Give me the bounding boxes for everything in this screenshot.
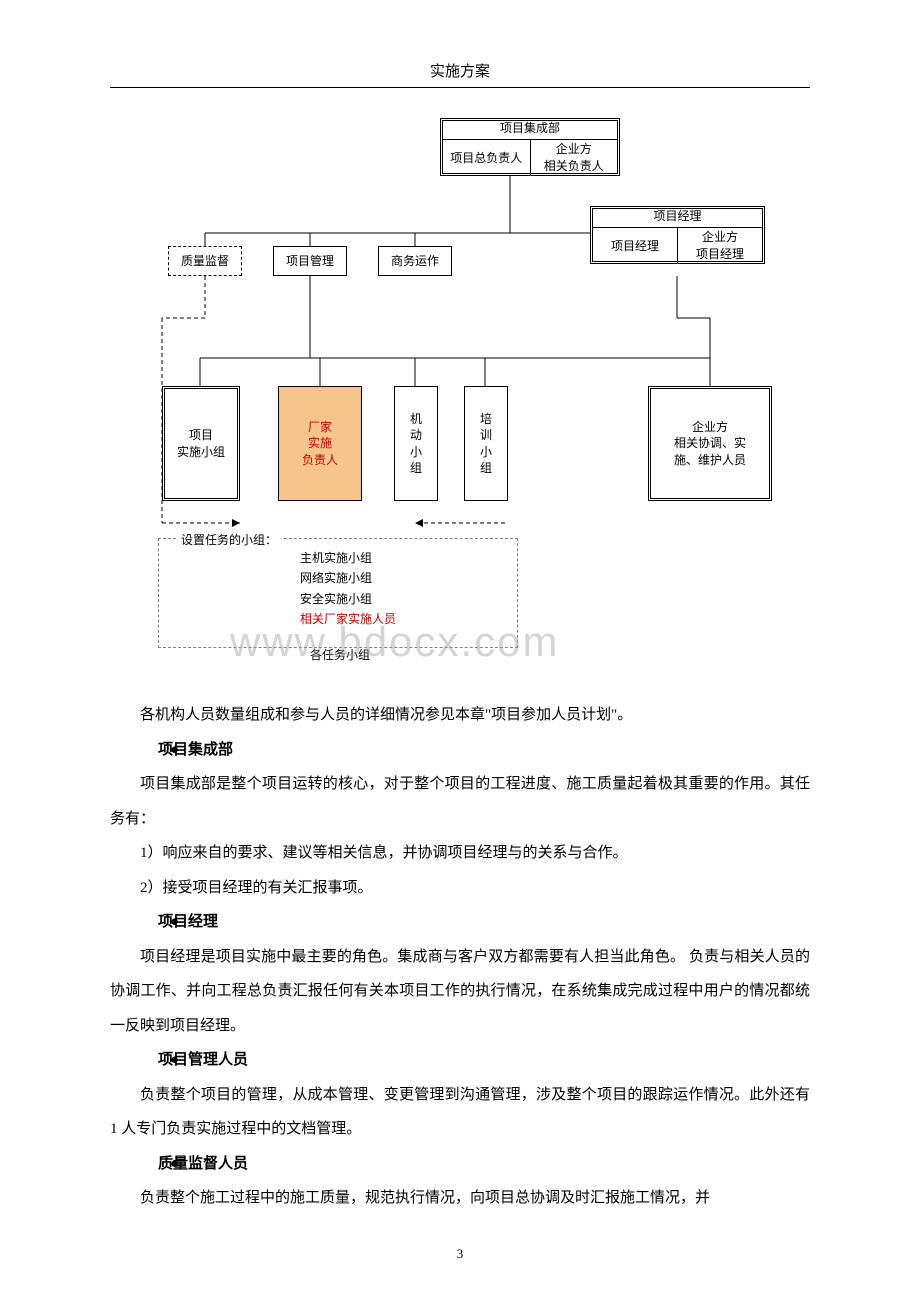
section-title: 项目经理 (158, 914, 218, 930)
section-title: 项目管理人员 (158, 1052, 248, 1068)
node-business-operation: 商务运作 (378, 246, 452, 276)
section-title: 质量监督人员 (158, 1156, 248, 1172)
subgroup-item: 主机实施小组 (300, 548, 396, 568)
node-project-management: 项目管理 (273, 246, 347, 276)
subgroup-item: 安全实施小组 (300, 589, 396, 609)
page: 实施方案 (0, 0, 920, 1302)
section-heading: ●项目集成部 (110, 733, 810, 768)
node-vendor-lead: 厂家 实施 负责人 (278, 386, 362, 501)
subgroup-item-vendor: 相关厂家实施人员 (300, 609, 396, 629)
document-body: 各机构人员数量组成和参与人员的详细情况参见本章"项目参加人员计划"。 ●项目集成… (110, 698, 810, 1216)
page-header-title: 实施方案 (110, 60, 810, 81)
paragraph: 项目经理是项目实施中最主要的角色。集成商与客户双方都需要有人担当此角色。 负责与… (110, 940, 810, 1044)
node-top-title: 项目集成部 (443, 118, 617, 139)
node-quality-supervision: 质量监督 (168, 246, 242, 276)
paragraph: 负责整个项目的管理，从成本管理、变更管理到沟通管理，涉及整个项目的跟踪运作情况。… (110, 1078, 810, 1147)
section-heading: ●项目管理人员 (110, 1043, 810, 1078)
subgroup-item: 网络实施小组 (300, 568, 396, 588)
subgroup-footer: 各任务小组 (310, 646, 370, 663)
node-pm-left: 项目经理 (593, 228, 678, 264)
node-vendor-lead-text: 厂家 实施 负责人 (302, 419, 338, 468)
paragraph: 2）接受项目经理的有关汇报事项。 (110, 871, 810, 906)
node-top-right: 企业方 相关负责人 (531, 140, 618, 176)
node-project-integration-dept: 项目集成部 项目总负责人 企业方 相关负责人 (440, 118, 620, 176)
node-project-manager-group: 项目经理 项目经理 企业方 项目经理 (590, 206, 765, 264)
paragraph: 1）响应来自的要求、建议等相关信息，并协调项目经理与的关系与合作。 (110, 836, 810, 871)
node-pm-right: 企业方 项目经理 (678, 228, 762, 264)
paragraph: 负责整个施工过程中的施工质量，规范执行情况，向项目总协调及时汇报施工情况，并 (110, 1181, 810, 1216)
paragraph: 项目集成部是整个项目运转的核心，对于整个项目的工程进度、施工质量起着极其重要的作… (110, 767, 810, 836)
node-project-impl-team: 项目 实施小组 (162, 386, 240, 501)
header-divider (110, 87, 810, 88)
subgroup-item-list: 主机实施小组 网络实施小组 安全实施小组 相关厂家实施人员 (300, 548, 396, 630)
section-heading: ●项目经理 (110, 905, 810, 940)
section-title: 项目集成部 (158, 742, 233, 758)
org-chart-diagram: 项目集成部 项目总负责人 企业方 相关负责人 项目经理 项目经理 企业方 项目经… (110, 118, 810, 678)
node-top-left: 项目总负责人 (443, 140, 531, 176)
section-heading: ●质量监督人员 (110, 1147, 810, 1182)
node-training-team: 培 训 小 组 (464, 386, 508, 501)
subgroup-label: 设置任务的小组： (177, 531, 281, 548)
page-number: 3 (0, 1246, 920, 1262)
node-pm-title: 项目经理 (593, 206, 762, 227)
intro-paragraph: 各机构人员数量组成和参与人员的详细情况参见本章"项目参加人员计划"。 (110, 698, 810, 733)
node-enterprise-staff: 企业方 相关协调、实 施、维护人员 (648, 386, 772, 501)
node-mobile-team: 机 动 小 组 (394, 386, 438, 501)
